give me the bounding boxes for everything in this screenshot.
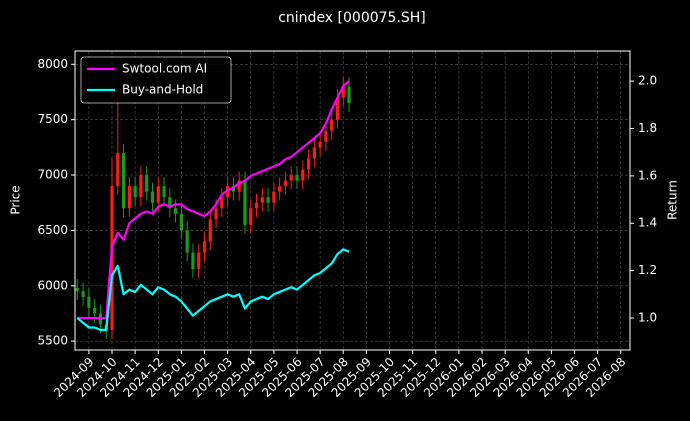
candle-body <box>185 230 189 253</box>
candle-body <box>75 287 79 292</box>
y2-tick-label: 2.0 <box>638 74 657 88</box>
candle-body <box>324 130 328 142</box>
y2-tick-label: 1.4 <box>638 216 657 230</box>
y2-tick-label: 1.0 <box>638 311 657 325</box>
candle-body <box>156 186 160 203</box>
candle-body <box>243 180 247 225</box>
candle-body <box>283 180 288 187</box>
candle-body <box>179 213 183 231</box>
legend-label: Buy-and-Hold <box>122 83 203 97</box>
candle-body <box>87 296 91 308</box>
candle-body <box>202 241 207 253</box>
candle-body <box>121 152 126 209</box>
candle-body <box>150 191 155 203</box>
candle-body <box>295 175 299 181</box>
candle-body <box>301 169 305 181</box>
y-axis-label: Price <box>9 185 23 214</box>
candle-body <box>162 186 166 198</box>
candle-body <box>81 291 85 297</box>
y-tick-label: 6500 <box>37 223 68 237</box>
chart-title: cnindex [000075.SH] <box>278 10 426 26</box>
candle-body <box>341 86 345 98</box>
candle-body <box>139 175 143 198</box>
y2-tick-label: 1.8 <box>638 121 657 135</box>
legend-label: Swtool.com AI <box>122 62 207 76</box>
candle-body <box>191 252 195 270</box>
candle-body <box>278 186 282 192</box>
y-tick-label: 8000 <box>37 57 68 71</box>
candle-body <box>335 97 340 120</box>
candle-body <box>318 141 322 148</box>
legend: Swtool.com AI Buy-and-Hold <box>80 56 232 104</box>
series-line <box>77 80 350 320</box>
candle-body <box>330 119 334 131</box>
candle-body <box>249 208 253 225</box>
y2-tick-label: 1.2 <box>638 263 657 277</box>
candle-body <box>260 197 264 203</box>
y-tick-label: 7000 <box>37 168 68 182</box>
y-tick-label: 6000 <box>37 278 68 292</box>
y2-tick-label: 1.6 <box>638 168 657 182</box>
candle-body <box>306 158 311 170</box>
candle-body <box>168 197 172 209</box>
series-line <box>76 248 350 331</box>
candle-body <box>272 191 276 203</box>
candle-body <box>127 186 131 209</box>
candle-body <box>266 197 270 203</box>
candle-body <box>133 186 137 198</box>
candle-body <box>197 252 201 270</box>
plot-frame <box>74 50 631 351</box>
legend-box <box>80 56 232 104</box>
y2-axis-label: Return <box>666 180 680 220</box>
candle-body <box>208 219 212 242</box>
y-tick-label: 5500 <box>37 334 68 348</box>
candle-body <box>116 152 120 187</box>
candle-body <box>289 175 293 181</box>
candle-body <box>173 208 178 214</box>
y-tick-label: 7500 <box>37 112 68 126</box>
candle-body <box>93 307 97 314</box>
candle-body <box>145 175 149 192</box>
candle-body <box>347 86 351 104</box>
candle-body <box>214 208 218 220</box>
candle-body <box>237 180 241 192</box>
candle-body <box>220 197 224 209</box>
candle-body <box>312 147 316 159</box>
candle-body <box>254 202 259 209</box>
candle-body <box>226 186 230 198</box>
